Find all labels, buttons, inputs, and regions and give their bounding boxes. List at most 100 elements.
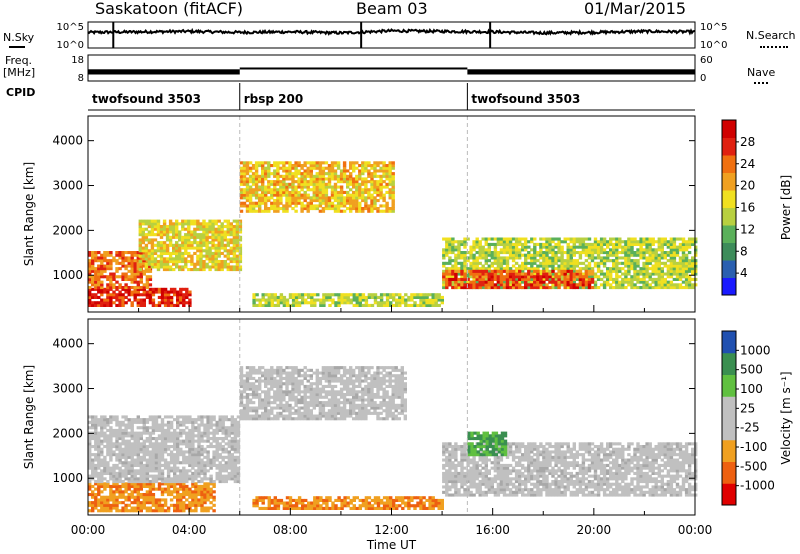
power-cell [490,256,494,260]
velocity-cell [115,423,119,427]
velocity-cell [106,423,110,427]
power-cell [245,177,250,181]
power-cell [133,253,137,257]
velocity-cell [130,458,134,462]
velocity-cell [91,453,95,457]
velocity-cell [97,447,101,451]
nsky-series-line [87,27,696,36]
power-cell [566,269,570,273]
power-cell [551,251,555,255]
power-cell [596,269,601,273]
power-cell [88,280,92,284]
velocity-cell [163,431,168,435]
power-cell [112,277,116,281]
power-cell [327,182,332,186]
power-cell [118,267,122,271]
velocity-cell [151,501,156,505]
power-cell [445,275,449,279]
power-cell [199,241,203,245]
power-cell [442,256,446,260]
power-cell [681,269,686,273]
power-cell [681,248,686,252]
power-cell [179,290,183,294]
power-cell [612,277,616,281]
power-cell [639,277,643,281]
power-cell [475,267,479,271]
power-cell [539,277,543,281]
velocity-cell [261,417,265,421]
velocity-cell [100,431,104,435]
power-cell [551,286,555,290]
power-cell [112,293,116,297]
power-cell [651,269,655,273]
power-cell [391,204,395,208]
power-cell [118,275,122,279]
power-cell [276,204,280,208]
power-cell [557,259,561,263]
power-cell [694,245,698,249]
velocity-cell [212,509,216,513]
power-cell [94,277,98,281]
velocity-cell [191,503,195,507]
velocity-cell [136,458,140,462]
power-cell [472,264,476,268]
power-cell [232,241,237,245]
velocity-cell [176,469,180,473]
power-cell [159,246,164,250]
power-cell [150,246,155,250]
velocity-cell [169,458,174,462]
power-cell [691,267,695,271]
power-cell [596,253,601,257]
power-cell [267,174,271,178]
velocity-cell [121,450,125,454]
power-cell [542,283,546,287]
velocity-cell [251,371,256,375]
power-cell [267,199,271,203]
velocity-cell [154,423,159,427]
power-cell [361,303,366,307]
power-cell [502,248,507,252]
power-cell [205,235,209,239]
power-cell [141,238,145,242]
power-cell [669,275,674,279]
power-cell [157,301,162,305]
power-cell [88,287,92,291]
velocity-cell [157,447,162,451]
velocity-cell [185,431,189,435]
power-cell [352,201,356,205]
power-cell [294,201,298,205]
power-cell [127,275,131,279]
velocity-cell [88,484,92,488]
power-cell [472,280,476,284]
power-cell [681,251,686,255]
power-cell [630,253,634,257]
power-cell [599,251,604,255]
power-cell [303,172,307,176]
power-ytick-label: 2000 [52,223,83,237]
power-cell [361,207,365,211]
power-cell [121,277,125,281]
velocity-cell [94,434,98,438]
velocity-cell [227,439,231,443]
power-cell [434,301,438,305]
velocity-cell [182,482,186,486]
velocity-cell [136,501,140,505]
power-cell [627,261,631,265]
velocity-cell [151,493,156,497]
power-cell [342,172,347,176]
power-cell [633,253,637,257]
power-cell [593,275,598,279]
velocity-cell [227,428,231,432]
velocity-cell [194,503,198,507]
velocity-cell [145,445,150,449]
power-cell [220,243,224,247]
power-cell [291,182,295,186]
power-cell [261,180,265,184]
velocity-cell [139,503,143,507]
power-cell [445,286,449,290]
power-cell [144,262,149,266]
power-cell [103,275,107,279]
velocity-cell [166,428,171,432]
velocity-cell [124,490,128,494]
power-cell [448,280,452,284]
